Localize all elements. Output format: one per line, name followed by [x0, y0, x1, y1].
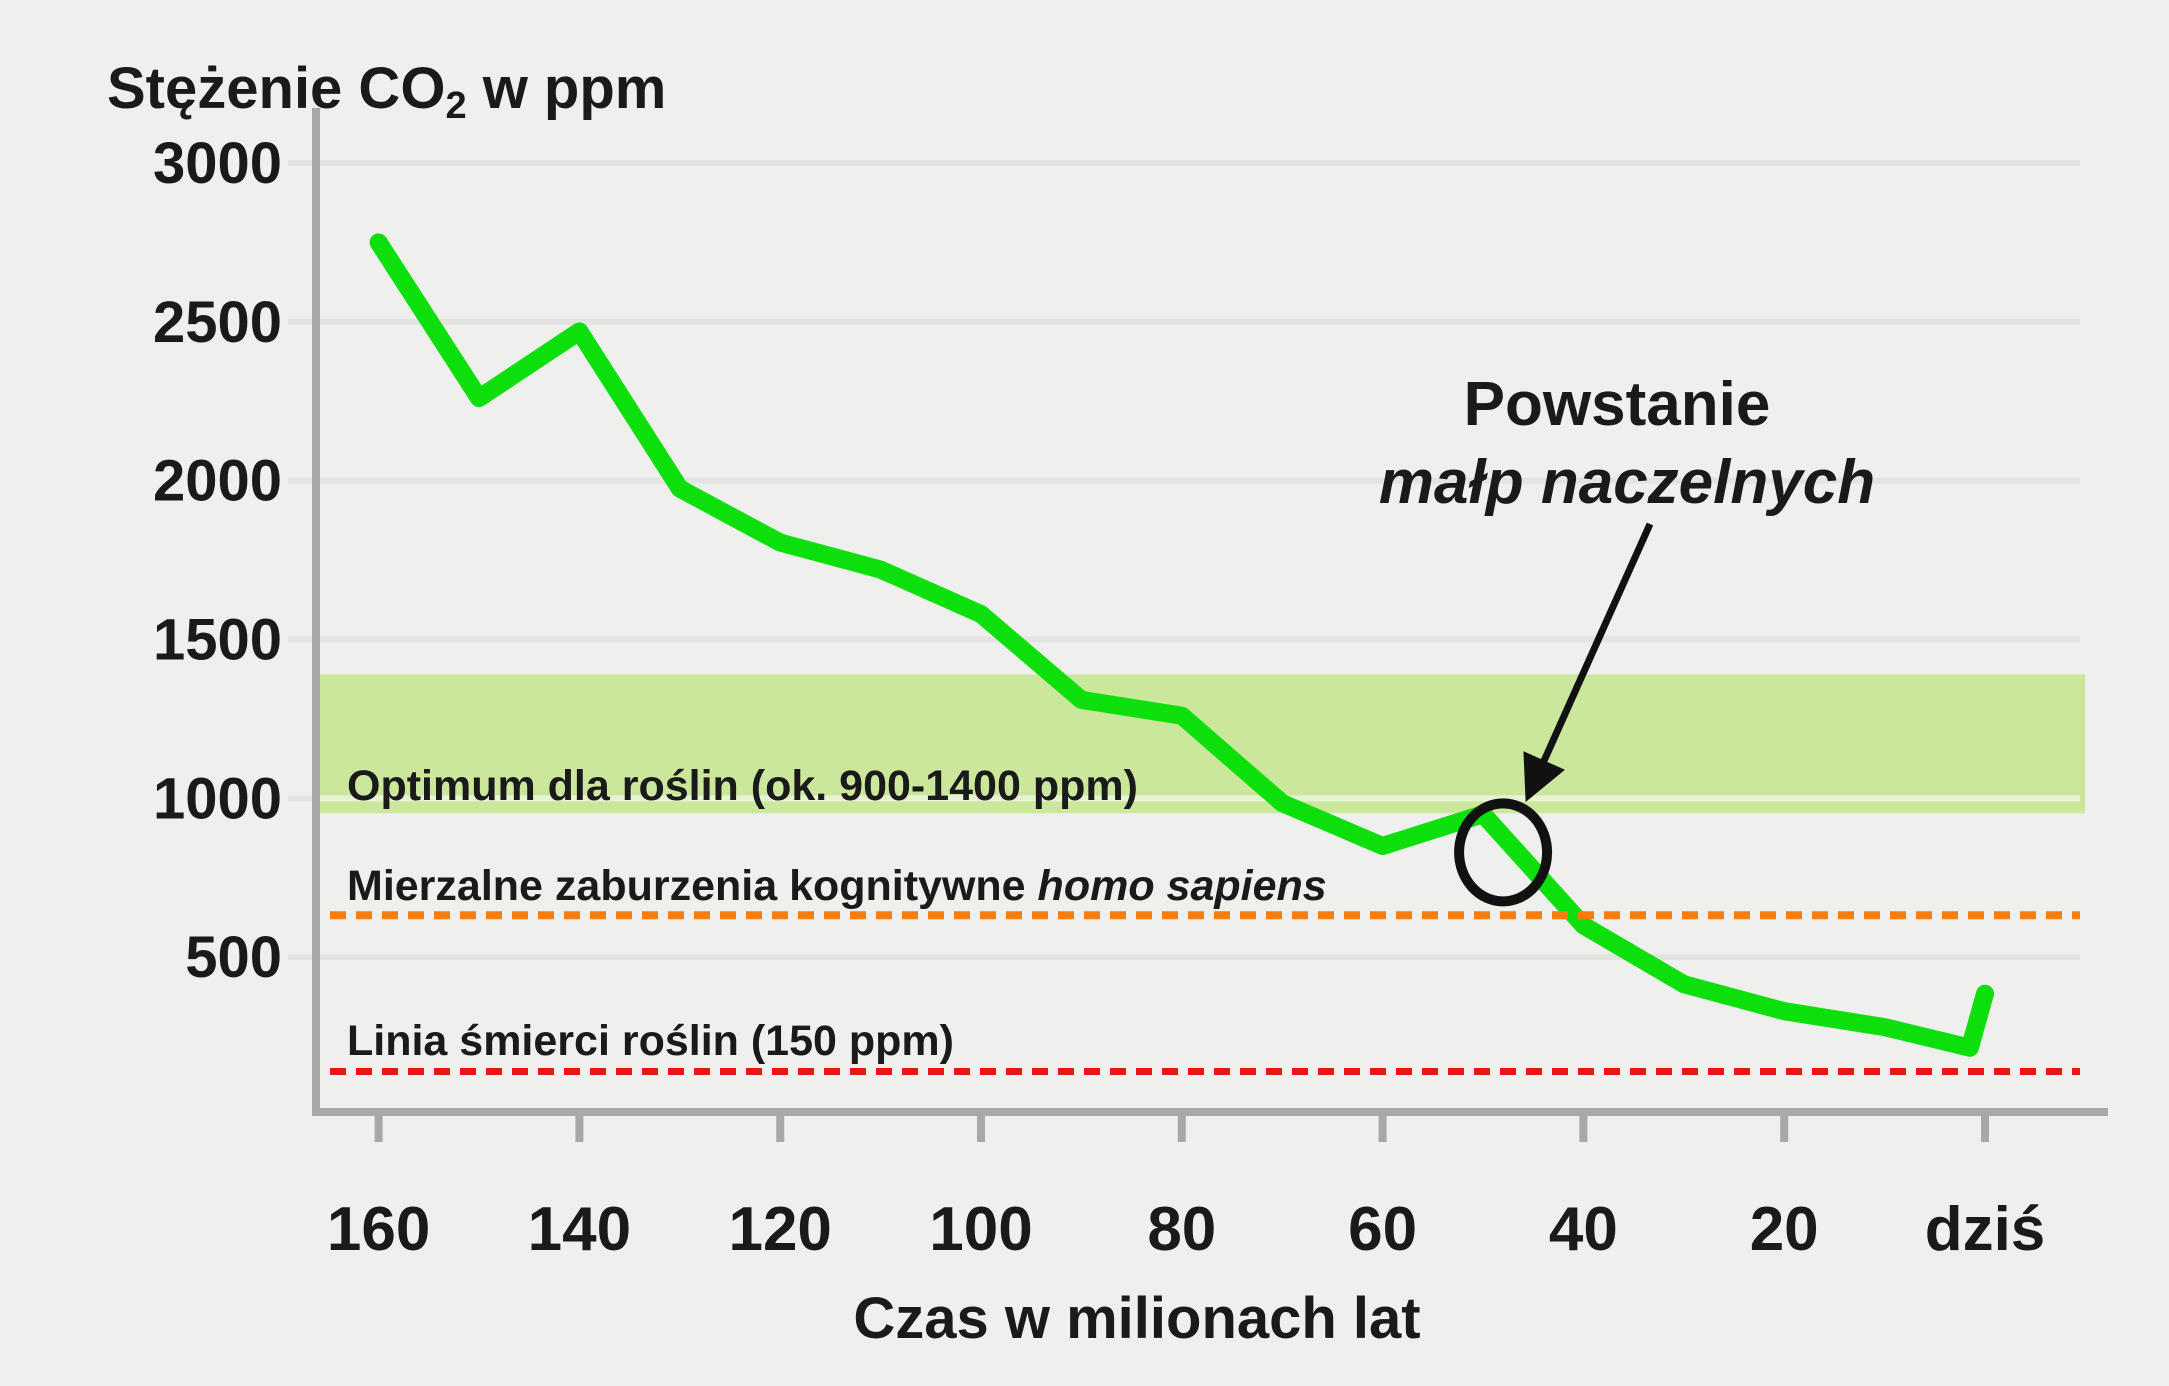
x-tick-label: dziś	[1925, 1195, 2046, 1264]
x-tick-label: 140	[528, 1195, 631, 1264]
y-tick-label: 2500	[153, 290, 282, 355]
optimum-band-layer	[320, 674, 2085, 814]
y-tick-label: 2000	[153, 449, 282, 514]
chart-title: Stężenie CO2 w ppm	[107, 56, 666, 127]
axes-layer	[312, 108, 2108, 1142]
co2-series-layer	[369, 233, 1994, 1057]
cognitive-line-label-italic: homo sapiens	[1038, 862, 1327, 910]
y-tick-label: 1000	[153, 766, 282, 831]
y-tick-label: 1500	[153, 607, 282, 672]
x-tick-label: 100	[929, 1195, 1032, 1264]
annotation-line2: małp naczelnych	[1379, 448, 1875, 517]
x-tick-label: 40	[1549, 1195, 1618, 1264]
annotation-circle	[1454, 798, 1553, 907]
death-line-label: Linia śmierci roślin (150 ppm)	[347, 1017, 954, 1065]
x-tick-label: 60	[1348, 1195, 1417, 1264]
y-tick-label: 3000	[153, 131, 282, 196]
cognitive-line-label-plain: Mierzalne zaburzenia kognitywne	[347, 862, 1038, 910]
co2-line	[369, 233, 1994, 1057]
x-tick-label: 20	[1750, 1195, 1819, 1264]
reference-lines-layer	[330, 911, 2080, 1076]
annotation-line1: Powstanie	[1464, 370, 1771, 439]
x-tick-label: 80	[1147, 1195, 1216, 1264]
cognitive-line-label: Mierzalne zaburzenia kognitywne homo sap…	[347, 862, 1327, 910]
x-tick-label: 120	[728, 1195, 831, 1264]
chart-title-subscript: 2	[445, 85, 466, 127]
annotation-arrow	[1523, 522, 1654, 802]
chart-title-tail: w ppm	[467, 56, 667, 121]
tick-labels-layer: 500 1000 1500 2000 2500 3000 160 140 120 100 80 60 4…	[153, 131, 2045, 1264]
gridlines	[288, 159, 2080, 961]
y-tick-label: 500	[185, 925, 282, 990]
x-tick-label: 160	[327, 1195, 430, 1264]
annotation-layer	[1454, 522, 1654, 907]
optimum-band-label: Optimum dla roślin (ok. 900-1400 ppm)	[347, 762, 1138, 810]
chart-title-main: Stężenie CO	[107, 56, 445, 121]
x-axis-title: Czas w milionach lat	[853, 1286, 1420, 1351]
